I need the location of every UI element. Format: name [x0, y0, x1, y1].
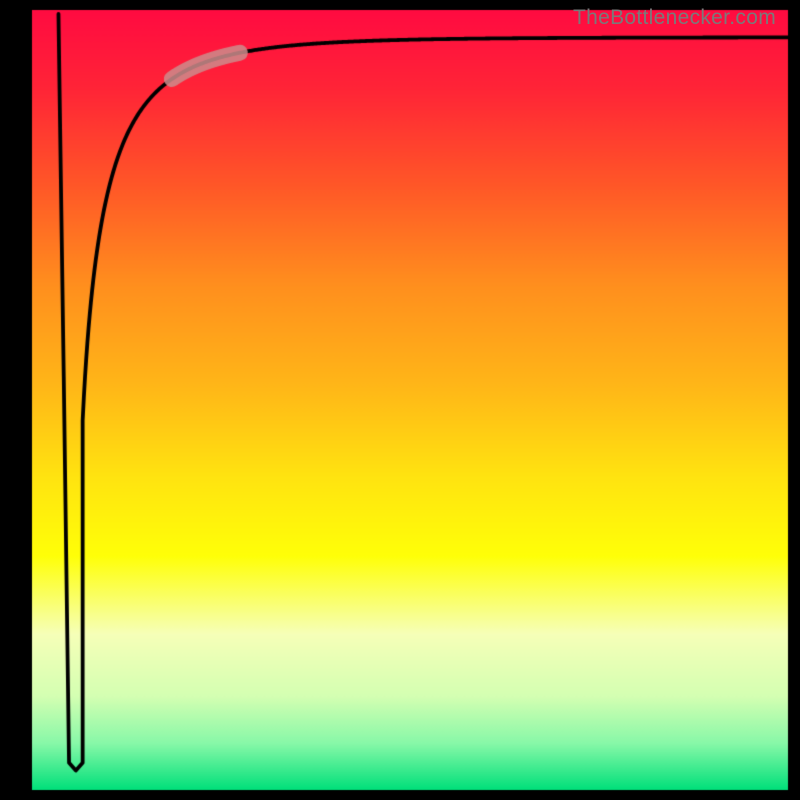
watermark-text: TheBottlenecker.com	[573, 6, 776, 30]
chart-stage: TheBottlenecker.com	[0, 0, 800, 800]
chart-canvas	[0, 0, 800, 800]
